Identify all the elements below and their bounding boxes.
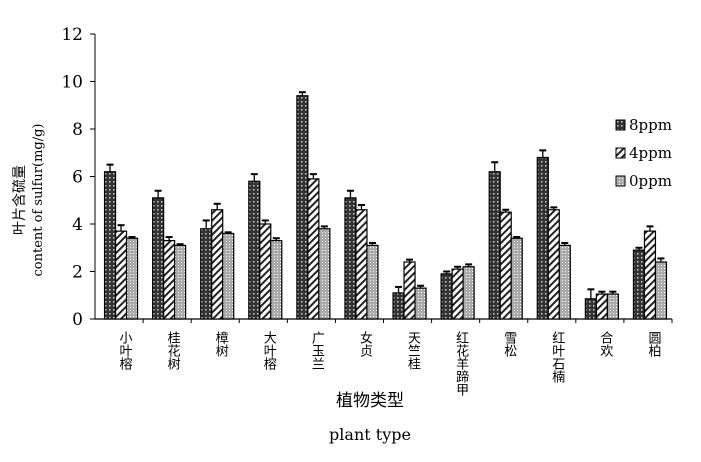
x-tick-label: 小叶榕 [117,331,132,370]
x-tick-label: 天竺桂 [405,331,421,370]
x-tick-label: 樟树 [213,331,229,357]
bar-8ppm [152,197,165,320]
bar-0ppm [510,237,523,320]
x-tick-label: 雪松 [501,331,517,357]
bar-0ppm [462,266,475,320]
x-tick-label: 圆柏 [645,331,661,357]
bar-8ppm [440,273,453,320]
bar-0ppm [414,287,427,320]
bar-4ppm [307,178,320,320]
x-tick-label: 红叶石楠 [549,330,565,383]
y-tick-label: 0 [72,310,83,330]
axes: 0 2 4 6 8 10 12 小叶榕 桂花树 樟树 大叶榕 广玉兰 女贞 天竺桂 红花羊蹄甲 雪松 红叶石楠 合… [61,25,673,396]
bar-0ppm [174,244,187,320]
bar-0ppm [366,244,379,320]
bar-4ppm [403,261,416,320]
x-tick-label: 广玉兰 [309,331,325,370]
legend-swatch [615,175,626,187]
bar-4ppm [163,240,176,320]
x-tick-label: 合欢 [597,331,613,357]
bar-0ppm [318,228,331,320]
x-tick-label: 女贞 [357,330,373,357]
bar-8ppm [488,171,501,320]
bar-4ppm [643,230,657,320]
x-tick-label: 红花羊蹄甲 [453,330,469,396]
legend-swatch [615,119,626,131]
bar-8ppm [632,249,646,320]
y-tick-label: 10 [61,73,83,93]
x-tick-label: 大叶榕 [261,331,277,370]
bars [103,91,668,320]
y-tick-label: 12 [61,25,83,45]
y-tick-label: 8 [72,120,83,140]
bar-4ppm [114,230,128,320]
bar-4ppm [547,209,560,320]
legend: 8ppm 4ppm 0ppm [615,116,672,190]
bar-4ppm [355,209,368,320]
bar-0ppm [222,232,235,320]
bar-0ppm [654,261,668,320]
bar-8ppm [103,171,117,320]
bar-8ppm [392,292,405,320]
bar-8ppm [296,95,309,320]
bar-4ppm [259,223,272,320]
legend-label: 4ppm [629,144,672,162]
bar-8ppm [200,228,213,320]
bar-4ppm [451,268,464,320]
bar-4ppm [595,293,608,320]
bar-0ppm [270,240,283,320]
bar-8ppm [584,298,597,320]
x-axis-title-en: plant type [329,425,411,444]
bar-8ppm [344,197,357,320]
bar-0ppm [125,237,139,320]
x-tick-label: 桂花树 [165,331,181,370]
bar-0ppm [558,244,571,320]
y-tick-label: 2 [72,263,83,283]
y-tick-label: 4 [72,215,83,235]
bar-4ppm [211,209,224,320]
bar-4ppm [499,211,512,320]
bar-8ppm [248,180,261,320]
y-axis-title: 叶片含硫量 [12,165,28,235]
y-axis-title-en: content of sulfur(mg/g) [31,124,46,277]
legend-label: 8ppm [629,116,672,134]
bar-8ppm [536,156,549,320]
legend-swatch [615,147,626,159]
x-axis-title: 植物类型 [336,391,404,411]
y-tick-label: 6 [72,168,83,188]
bar-0ppm [606,293,619,320]
legend-label: 0ppm [629,172,672,190]
